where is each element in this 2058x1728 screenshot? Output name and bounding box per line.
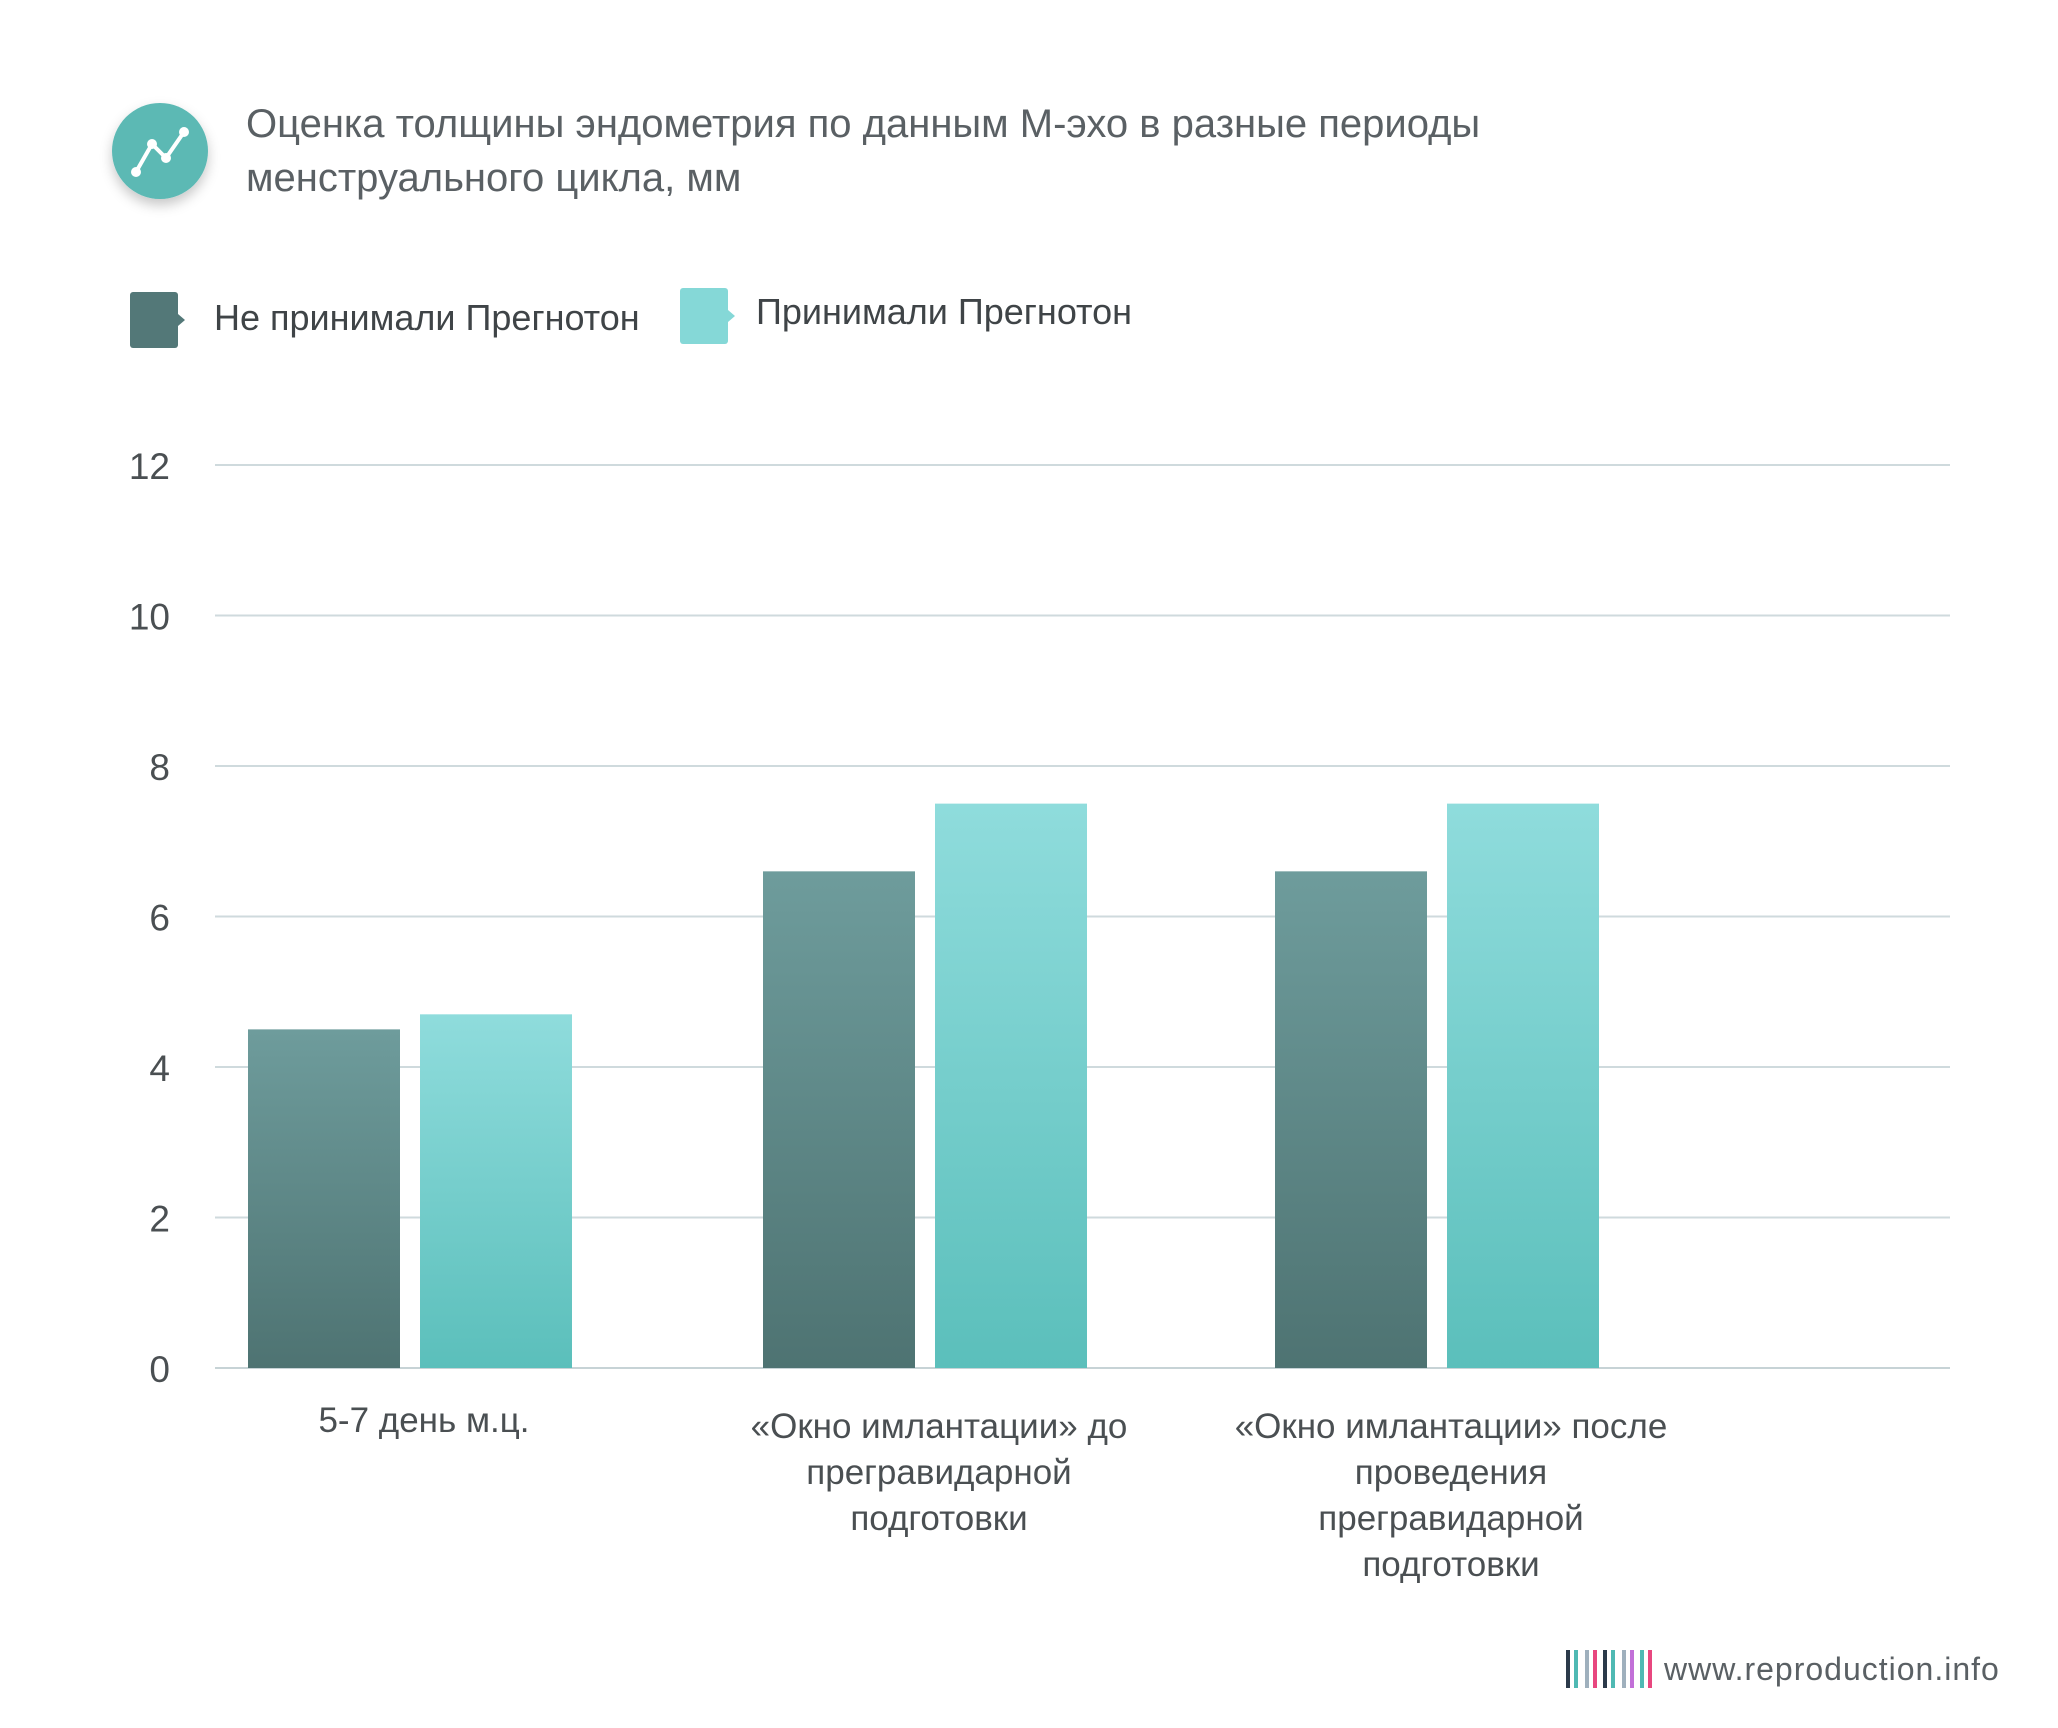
x-category-label-2-line-2: прегравидарной <box>806 1453 1071 1492</box>
y-tick-label-2: 2 <box>149 1199 170 1240</box>
chart-title-line-1: Оценка толщины эндометрия по данным М-эх… <box>246 102 1480 146</box>
bar-series-1-category-2 <box>763 871 915 1368</box>
legend-label-not-taken: Не принимали Прегнотон <box>214 297 640 338</box>
y-tick-label-4: 4 <box>149 1048 170 1089</box>
x-category-label-3-line-3: прегравидарной <box>1318 1499 1583 1538</box>
bar-series-2-category-3 <box>1447 803 1599 1368</box>
x-category-label-2-line-3: подготовки <box>850 1499 1027 1538</box>
x-category-label-3-line-4: подготовки <box>1362 1545 1539 1584</box>
legend-swatch-not-taken <box>130 292 178 348</box>
y-tick-label-6: 6 <box>149 898 170 939</box>
barcode-logo-icon <box>1566 1650 1652 1688</box>
y-tick-label-10: 10 <box>129 597 170 638</box>
bars <box>248 803 1599 1368</box>
footer-site: www.reproduction.info <box>1663 1651 2000 1687</box>
bar-series-1-category-1 <box>248 1029 400 1368</box>
y-tick-label-0: 0 <box>149 1349 170 1390</box>
x-category-label-1-line-1: 5-7 день м.ц. <box>318 1401 529 1440</box>
legend-swatch-taken <box>680 288 728 344</box>
bar-series-2-category-2 <box>935 803 1087 1368</box>
bar-series-1-category-3 <box>1275 871 1427 1368</box>
bar-series-2-category-1 <box>420 1014 572 1368</box>
line-chart-icon <box>112 103 208 199</box>
legend: Не принимали Прегнотон Принимали Прегнот… <box>130 288 1132 348</box>
legend-item-taken: Принимали Прегнотон <box>680 288 1132 344</box>
y-tick-label-8: 8 <box>149 747 170 788</box>
x-category-label-3-line-1: «Окно имлантации» после <box>1235 1407 1668 1446</box>
y-axis: 0 2 4 6 8 10 12 <box>129 446 170 1390</box>
chart-title-line-2: менструального цикла, мм <box>246 156 741 200</box>
legend-item-not-taken: Не принимали Прегнотон <box>130 292 640 348</box>
x-category-label-3-line-2: проведения <box>1355 1453 1548 1492</box>
legend-label-taken: Принимали Прегнотон <box>756 291 1132 332</box>
x-axis: 5-7 день м.ц. «Окно имлантации» до преграв… <box>318 1401 1667 1584</box>
y-tick-label-12: 12 <box>129 446 170 487</box>
x-category-label-2-line-1: «Окно имлантации» до <box>751 1407 1128 1446</box>
